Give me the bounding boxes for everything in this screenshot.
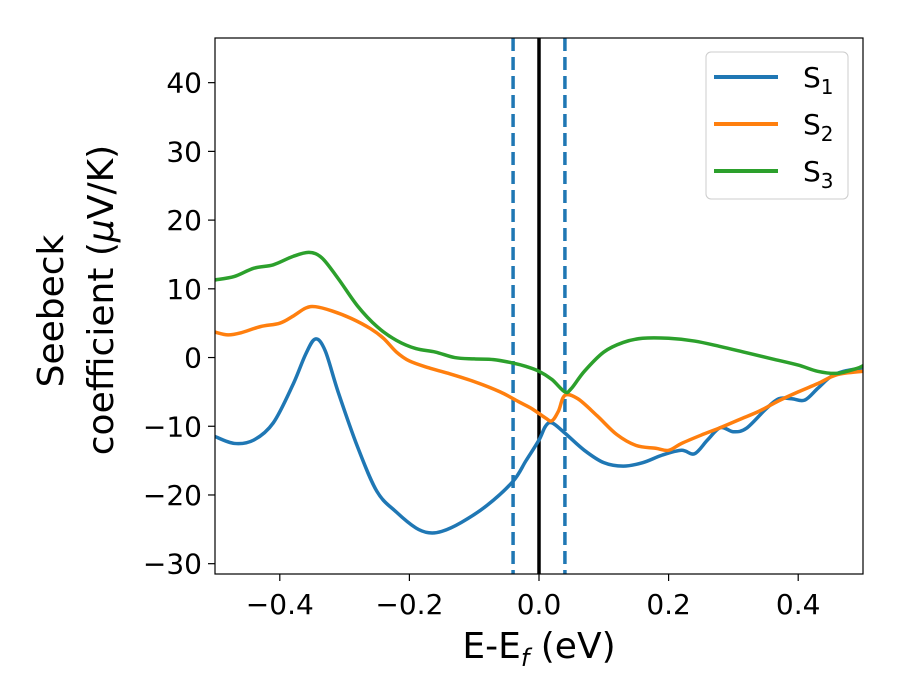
- legend-label-s3-sub: 3: [821, 169, 834, 193]
- y-axis-label-line2: coefficient (μV/K): [81, 145, 122, 455]
- y-tick-label: 30: [166, 135, 202, 168]
- y-tick-label: 20: [166, 204, 202, 237]
- y-axis-ticks: 40 30 20 10 0 −10 −20 −30: [143, 67, 215, 581]
- x-tick-label: 0.0: [517, 588, 562, 621]
- x-axis-label: E-Ef (eV): [462, 626, 615, 672]
- legend-label-s1-main: S: [803, 61, 821, 94]
- legend-label-s2-sub: 2: [821, 122, 834, 146]
- series-line-s3: [215, 250, 863, 395]
- x-tick-label: 0.2: [646, 588, 691, 621]
- legend-label-s1: S1: [803, 61, 834, 99]
- legend: S1 S2 S3: [705, 51, 849, 200]
- y-tick-label: 10: [166, 273, 202, 306]
- x-tick-label: 0.4: [776, 588, 821, 621]
- x-tick-label: −0.2: [375, 588, 443, 621]
- y-tick-label: −30: [143, 548, 202, 581]
- x-axis-label-suffix: (eV): [529, 626, 615, 667]
- y-tick-label: −20: [143, 479, 202, 512]
- series-line-s2: [215, 304, 863, 453]
- y-tick-label: −10: [143, 410, 202, 443]
- y-axis-label-line2-suffix: V/K): [81, 145, 122, 219]
- legend-label-s1-sub: 1: [821, 75, 834, 99]
- y-axis-label-mu: μ: [81, 219, 122, 243]
- y-axis-label-line1: Seebeck: [31, 234, 72, 387]
- legend-label-s2-main: S: [803, 108, 821, 141]
- x-tick-label: −0.4: [246, 588, 314, 621]
- x-axis-label-main: E-E: [462, 626, 520, 667]
- series-lines: [215, 250, 863, 535]
- y-tick-label: 0: [184, 342, 202, 375]
- y-axis-label-line2-prefix: coefficient (: [81, 242, 122, 455]
- reference-lines: [511, 38, 567, 574]
- legend-label-s2: S2: [803, 108, 834, 146]
- legend-label-s3-main: S: [803, 155, 821, 188]
- legend-label-s3: S3: [803, 155, 834, 193]
- x-axis-ticks: −0.4 −0.2 0.0 0.2 0.4: [246, 574, 821, 621]
- y-tick-label: 40: [166, 67, 202, 100]
